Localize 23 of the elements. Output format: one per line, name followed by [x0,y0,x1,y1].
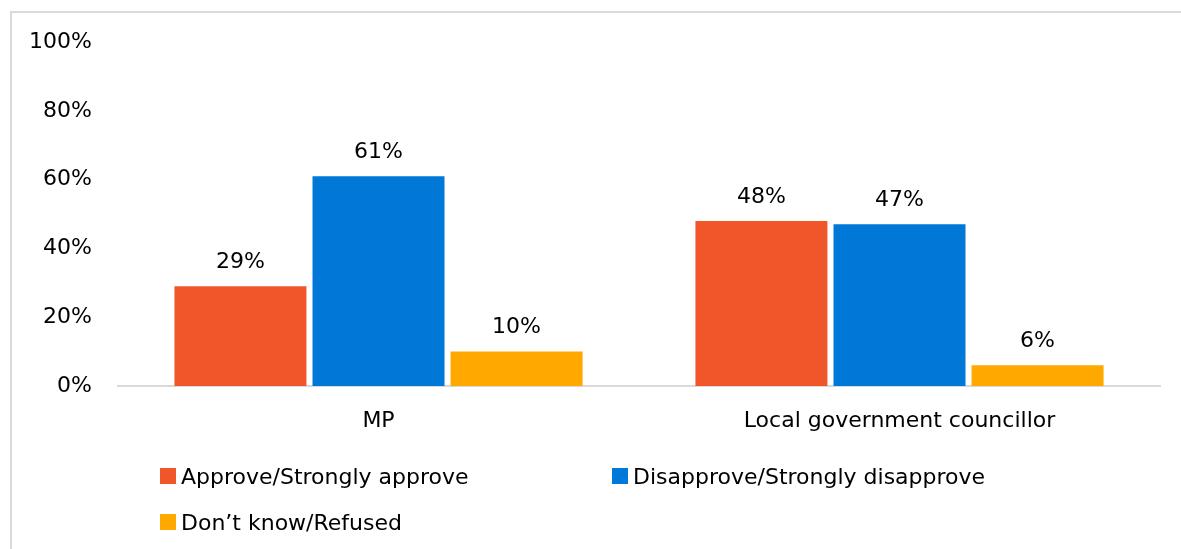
y-tick-label: 60% [43,165,92,191]
data-label: 48% [736,182,786,208]
data-label: 6% [1020,327,1056,353]
bar [312,176,445,386]
y-tick-label: 80% [43,96,92,122]
legend-label: Don’t know/Refused [181,509,402,535]
legend-label: Disapprove/Strongly disapprove [633,463,986,489]
y-tick-label: 40% [43,234,92,260]
bar [971,365,1104,386]
data-label: 10% [492,313,542,339]
data-label: 61% [354,137,403,163]
bar [174,286,307,386]
bar [833,224,966,386]
bar [450,351,583,386]
y-tick-label: 0% [57,371,92,397]
data-label: 47% [875,186,924,212]
y-tick-label: 100% [29,27,92,53]
bar [695,220,828,386]
y-tick-label: 20% [43,302,92,328]
x-tick-label: Local government councillor [743,406,1057,432]
x-tick-label: MP [362,406,395,432]
data-label: 29% [215,247,265,273]
legend-label: Approve/Strongly approve [181,463,469,489]
